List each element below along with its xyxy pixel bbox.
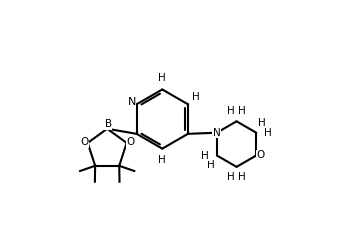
Text: H: H <box>201 150 209 161</box>
Text: H: H <box>158 155 166 165</box>
Text: H: H <box>264 128 272 138</box>
Text: N: N <box>127 97 136 107</box>
Text: H: H <box>158 73 166 83</box>
Text: B: B <box>105 119 112 129</box>
Text: H: H <box>227 172 235 182</box>
Text: H: H <box>192 93 200 102</box>
Text: O: O <box>256 150 265 161</box>
Text: H: H <box>207 160 215 170</box>
Text: H: H <box>227 106 235 116</box>
Text: H: H <box>238 172 246 182</box>
Text: H: H <box>238 106 246 116</box>
Text: H: H <box>258 118 266 128</box>
Text: O: O <box>126 137 134 147</box>
Text: N: N <box>213 128 221 138</box>
Text: O: O <box>80 137 88 147</box>
